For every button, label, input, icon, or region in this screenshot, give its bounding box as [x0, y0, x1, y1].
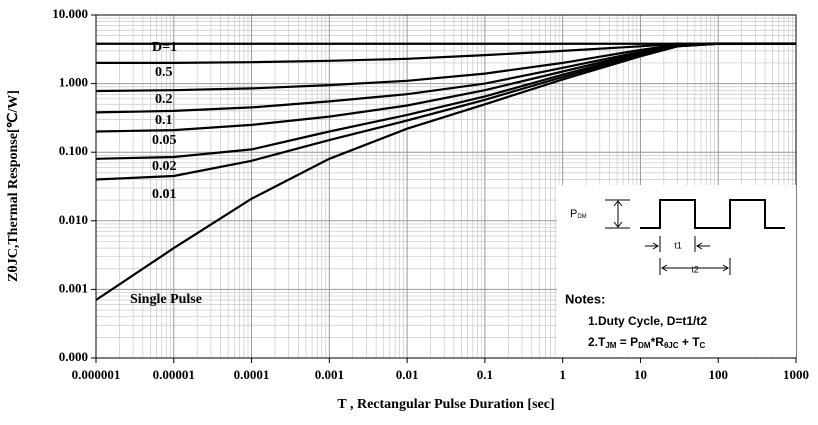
- y-tick-label: 0.100: [59, 143, 88, 158]
- curve-label: 0.05: [152, 133, 177, 148]
- curve-label: D=1: [152, 40, 177, 55]
- y-tick-label: 10.000: [52, 6, 88, 21]
- t1-label: t1: [674, 240, 682, 250]
- curve-label: Single Pulse: [130, 292, 202, 307]
- curve-label: 0.1: [155, 113, 173, 128]
- x-tick-label: 0.0001: [234, 367, 270, 382]
- note-2-part: 2.T: [588, 335, 606, 349]
- note-1: 1.Duty Cycle, D=t1/t2: [588, 314, 707, 328]
- x-tick-label: 0.1: [477, 367, 493, 382]
- note-2-sub: JM: [605, 341, 616, 350]
- x-tick-label: 0.001: [315, 367, 344, 382]
- y-tick-label: 1.000: [59, 75, 88, 90]
- pulse-amplitude: [605, 199, 630, 229]
- note-2-part: *R: [651, 335, 665, 349]
- x-tick-label: 10: [634, 367, 647, 382]
- y-axis-title: ZθJC,Thermal Response[℃/W]: [6, 90, 21, 282]
- x-tick-label: 100: [708, 367, 728, 382]
- y-tick-label: 0.000: [59, 349, 88, 364]
- x-tick-label: 1: [559, 367, 566, 382]
- x-tick-label: 1000: [783, 367, 809, 382]
- x-tick-label: 0.00001: [153, 367, 195, 382]
- curve-label: 0.01: [152, 187, 177, 202]
- note-2-sub: θJC: [664, 341, 679, 350]
- x-axis-title: T , Rectangular Pulse Duration [sec]: [337, 397, 554, 412]
- notes-title: Notes:: [565, 291, 605, 306]
- inset-box: [557, 185, 796, 357]
- x-tick-label: 0.01: [396, 367, 419, 382]
- note-2-sub: C: [700, 341, 706, 350]
- curve: [95, 42, 796, 301]
- pulse-label-sub: DM: [577, 214, 586, 220]
- note-2-part: + T: [679, 335, 701, 349]
- curve-label: 0.2: [155, 92, 173, 107]
- note-2-sub: DM: [638, 341, 651, 350]
- x-tick-label: 0.000001: [72, 367, 121, 382]
- period-arrows: [645, 236, 731, 275]
- note-2: 2.TJM = PDM*RθJC + TC: [588, 335, 706, 350]
- y-tick-label: 0.010: [59, 212, 88, 227]
- y-tick-label: 0.001: [59, 280, 88, 295]
- t2-label: t2: [691, 264, 699, 274]
- curve-label: 0.02: [152, 159, 177, 174]
- note-2-part: = P: [616, 335, 638, 349]
- curve-label: 0.5: [155, 65, 173, 80]
- pulse-wave: [640, 199, 785, 229]
